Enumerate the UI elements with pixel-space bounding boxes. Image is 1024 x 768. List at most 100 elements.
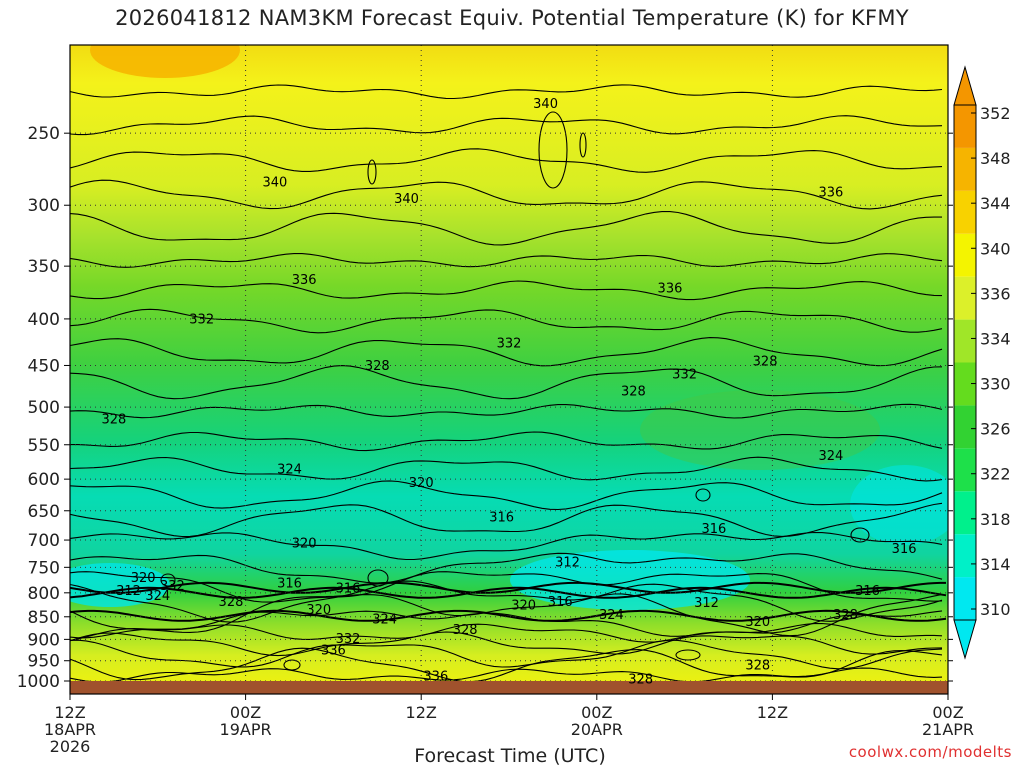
contour-label: 312 bbox=[116, 584, 141, 599]
y-tick-label: 400 bbox=[28, 310, 60, 330]
y-tick-label: 600 bbox=[28, 470, 60, 490]
contour-label: 324 bbox=[277, 463, 302, 478]
plot-frame bbox=[69, 44, 949, 695]
y-tick-label: 850 bbox=[28, 608, 60, 628]
cold-pool-left bbox=[70, 563, 170, 607]
contour-label: 336 bbox=[658, 282, 683, 297]
colorbar-tick-label: 322 bbox=[980, 465, 1011, 484]
contour-line bbox=[70, 639, 943, 670]
colorbar-segment bbox=[954, 276, 976, 320]
grid-lines bbox=[70, 45, 948, 681]
contour-label: 332 bbox=[497, 336, 522, 351]
contour-line bbox=[70, 431, 943, 452]
contour-line bbox=[70, 593, 943, 637]
contour-line bbox=[70, 253, 943, 268]
x-tick-label: 00Z bbox=[932, 703, 963, 722]
colorbar-tick-label: 334 bbox=[980, 329, 1011, 348]
contour-label: 312 bbox=[555, 556, 580, 571]
x-tick-label: 12Z bbox=[757, 703, 788, 722]
cold-pool-center bbox=[510, 550, 750, 610]
colorbar-tick-label: 326 bbox=[980, 420, 1011, 439]
y-tick-label: 650 bbox=[28, 502, 60, 522]
contour-ring bbox=[695, 488, 711, 502]
contour-label: 328 bbox=[753, 355, 778, 370]
contour-line bbox=[70, 631, 943, 657]
contour-label: 336 bbox=[423, 670, 448, 685]
contour-label: 316 bbox=[336, 581, 361, 596]
contour-ring bbox=[160, 573, 176, 587]
x-tick-label: 12Z bbox=[406, 703, 437, 722]
colorbar-frame bbox=[953, 104, 977, 621]
y-tick-label: 350 bbox=[28, 257, 60, 277]
contour-label: 328 bbox=[745, 658, 770, 673]
y-axis: 2503003504004505005506006507007508008509… bbox=[17, 124, 953, 692]
contour-line bbox=[70, 84, 943, 100]
contour-label: 316 bbox=[277, 576, 302, 591]
contour-label: 316 bbox=[892, 542, 917, 557]
colorbar-segment bbox=[954, 448, 976, 492]
contour-line bbox=[70, 610, 943, 639]
colorbar-tick-label: 330 bbox=[980, 375, 1011, 394]
contour-line bbox=[70, 456, 943, 482]
contour-label: 332 bbox=[189, 312, 214, 327]
contour-line bbox=[70, 179, 943, 210]
colorbar-extend-bottom bbox=[953, 619, 977, 660]
contour-label: 328 bbox=[219, 595, 244, 610]
contour-line bbox=[70, 337, 943, 367]
contour-ring bbox=[283, 659, 301, 671]
contour-label: 340 bbox=[394, 192, 419, 207]
colorbar-tick-label: 340 bbox=[980, 239, 1011, 258]
contour-ring bbox=[579, 132, 587, 158]
contour-label: 324 bbox=[145, 589, 170, 604]
y-tick-label: 950 bbox=[28, 652, 60, 672]
x-tick-label: 2026 bbox=[50, 737, 91, 756]
contour-line bbox=[70, 365, 943, 400]
contour-line bbox=[70, 622, 943, 643]
y-tick-label: 700 bbox=[28, 531, 60, 551]
colorbar-segment bbox=[954, 577, 976, 620]
y-tick-label: 250 bbox=[28, 124, 60, 144]
x-axis-label: Forecast Time (UTC) bbox=[414, 745, 606, 767]
contour-label: 320 bbox=[292, 536, 317, 551]
colorbar-tick-label: 348 bbox=[980, 149, 1011, 168]
contour-ring bbox=[367, 159, 377, 185]
x-tick-label: 18APR bbox=[44, 720, 96, 739]
contour-line bbox=[70, 580, 943, 623]
contour-label: 328 bbox=[101, 412, 126, 427]
contour-line bbox=[70, 148, 943, 173]
cold-pool-right bbox=[850, 465, 948, 545]
colorbar-tick-label: 344 bbox=[980, 194, 1011, 213]
contour-label: 316 bbox=[489, 510, 514, 525]
contour-label: 336 bbox=[819, 185, 844, 200]
credit-text: coolwx.com/modelts bbox=[848, 743, 1012, 761]
contour-label: 328 bbox=[621, 384, 646, 399]
contour-label: 320 bbox=[511, 598, 536, 613]
contour-ring bbox=[538, 111, 568, 189]
contour-label: 328 bbox=[365, 359, 390, 374]
y-tick-label: 500 bbox=[28, 398, 60, 418]
contour-label: 332 bbox=[672, 368, 697, 383]
theta-e-field bbox=[70, 45, 948, 681]
contour-label: 336 bbox=[321, 644, 346, 659]
x-tick-label: 20APR bbox=[571, 720, 623, 739]
contour-line bbox=[70, 531, 943, 561]
colorbar-segment bbox=[954, 362, 976, 406]
contour-label: 320 bbox=[409, 476, 434, 491]
contour-line bbox=[70, 667, 943, 681]
contour-line bbox=[70, 480, 943, 511]
chart-title: 2026041812 NAM3KM Forecast Equiv. Potent… bbox=[115, 6, 909, 30]
colorbar-segment bbox=[954, 534, 976, 578]
y-tick-label: 750 bbox=[28, 558, 60, 578]
contour-line bbox=[70, 211, 942, 246]
ground-strip-full bbox=[70, 681, 948, 694]
contour-line bbox=[70, 115, 943, 136]
contour-label: 324 bbox=[372, 613, 397, 628]
colorbar-tick-label: 352 bbox=[980, 104, 1011, 123]
y-tick-label: 900 bbox=[28, 630, 60, 650]
colorbar-extend-top bbox=[953, 65, 977, 106]
colorbar-segment bbox=[954, 233, 976, 277]
x-tick-label: 12Z bbox=[54, 703, 85, 722]
